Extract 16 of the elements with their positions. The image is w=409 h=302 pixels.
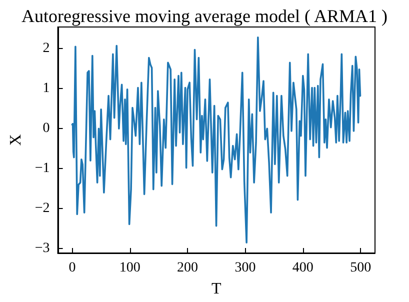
x-tick-label: 0 [68,260,76,276]
chart-title: Autoregressive moving average model ( ARMA1 ) [22,6,388,26]
x-tick-label: 400 [292,260,314,276]
y-tick-label: −1 [34,161,50,176]
y-tick-label: −3 [34,241,50,256]
y-tick-label: −2 [34,201,50,216]
y-axis-title: X [8,134,24,146]
x-tick-label: 100 [119,260,140,276]
y-tick-label: 2 [42,41,50,56]
x-tick-label: 200 [177,260,198,276]
x-tick-label: 300 [234,260,256,276]
line-series [71,36,362,244]
y-tick-label: 0 [42,121,50,136]
x-axis-title: T [212,280,222,298]
x-tick-label: 500 [350,260,372,276]
y-tick-label: 1 [42,81,50,96]
